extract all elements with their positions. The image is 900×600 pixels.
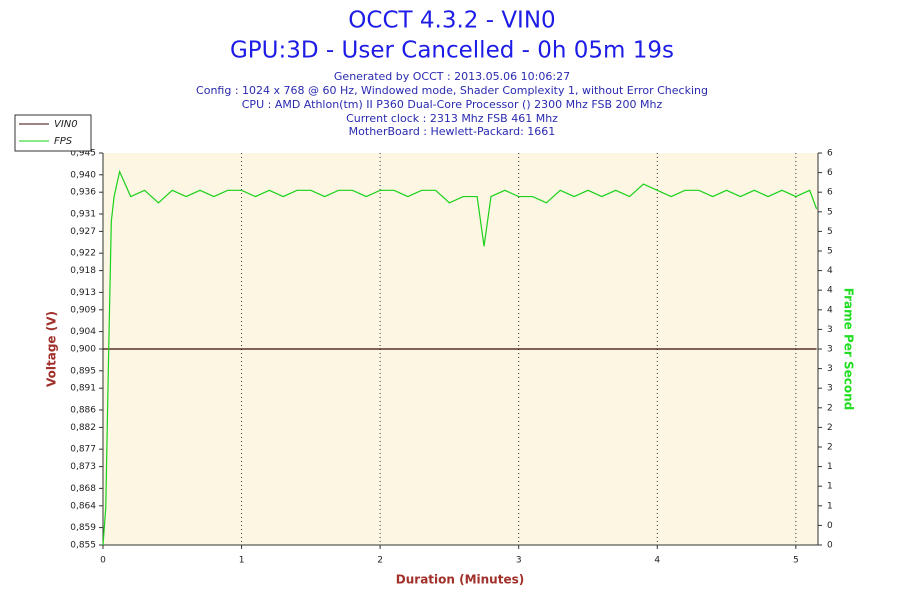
info-line: Config : 1024 x 768 @ 60 Hz, Windowed mo… [196, 84, 708, 97]
x-tick-label: 4 [654, 556, 660, 566]
y2-tick-label: 2 [827, 423, 833, 433]
x-tick-label: 3 [516, 556, 522, 566]
y2-axis-label: Frame Per Second [842, 288, 856, 411]
y-tick-label: 0,936 [70, 188, 96, 198]
y2-tick-label: 3 [827, 384, 833, 394]
chart-subtitle: GPU:3D - User Cancelled - 0h 05m 19s [230, 38, 674, 64]
x-tick-label: 1 [239, 556, 245, 566]
y2-tick-label: 2 [827, 403, 833, 413]
x-tick-label: 2 [377, 556, 383, 566]
y-tick-label: 0,873 [70, 462, 96, 472]
y2-tick-label: 6 [827, 149, 833, 159]
y2-tick-label: 6 [827, 168, 833, 178]
y-tick-label: 0,895 [70, 366, 96, 376]
y2-tick-label: 4 [827, 305, 833, 315]
y-tick-label: 0,927 [70, 227, 96, 237]
y-tick-label: 0,859 [70, 523, 96, 533]
legend-label: FPS [54, 136, 73, 147]
y-tick-label: 0,891 [70, 384, 96, 394]
y2-tick-label: 2 [827, 443, 833, 453]
y2-tick-label: 3 [827, 364, 833, 374]
x-tick-label: 5 [793, 556, 799, 566]
info-line: CPU : AMD Athlon(tm) II P360 Dual-Core P… [242, 98, 663, 111]
y-tick-label: 0,940 [70, 170, 96, 180]
y2-tick-label: 4 [827, 266, 833, 276]
y-tick-label: 0,945 [70, 149, 96, 159]
info-line: Generated by OCCT : 2013.05.06 10:06:27 [334, 70, 570, 83]
legend-box [14, 114, 92, 152]
y2-tick-label: 0 [827, 541, 833, 551]
y-tick-label: 0,864 [70, 501, 96, 511]
x-axis-label: Duration (Minutes) [396, 573, 524, 587]
x-tick-label: 0 [100, 556, 106, 566]
info-line: MotherBoard : Hewlett-Packard: 1661 [349, 125, 556, 138]
y-tick-label: 0,922 [70, 249, 96, 259]
y2-tick-label: 3 [827, 325, 833, 335]
y2-tick-label: 1 [827, 501, 833, 511]
y-tick-label: 0,886 [70, 405, 96, 415]
y-tick-label: 0,855 [70, 541, 96, 551]
y2-tick-label: 1 [827, 462, 833, 472]
y2-tick-label: 6 [827, 188, 833, 198]
legend-label: VIN0 [54, 119, 78, 130]
y-tick-label: 0,931 [70, 209, 96, 219]
y2-tick-label: 3 [827, 345, 833, 355]
y2-tick-label: 0 [827, 521, 833, 531]
y-axis-label: Voltage (V) [45, 311, 59, 387]
info-line: Current clock : 2313 Mhz FSB 461 Mhz [346, 112, 558, 125]
y2-tick-label: 5 [827, 207, 833, 217]
y-tick-label: 0,913 [70, 288, 96, 298]
y-tick-label: 0,918 [70, 266, 96, 276]
y-tick-label: 0,904 [70, 327, 96, 337]
y2-tick-label: 5 [827, 227, 833, 237]
y-tick-label: 0,877 [70, 445, 96, 455]
y2-tick-label: 1 [827, 482, 833, 492]
y-tick-label: 0,868 [70, 484, 96, 494]
chart-title: OCCT 4.3.2 - VIN0 [348, 8, 555, 34]
y-tick-label: 0,882 [70, 423, 96, 433]
y2-tick-label: 5 [827, 247, 833, 257]
y2-tick-label: 4 [827, 286, 833, 296]
y-tick-label: 0,909 [70, 305, 96, 315]
y-tick-label: 0,900 [70, 345, 96, 355]
series-line [102, 169, 818, 546]
